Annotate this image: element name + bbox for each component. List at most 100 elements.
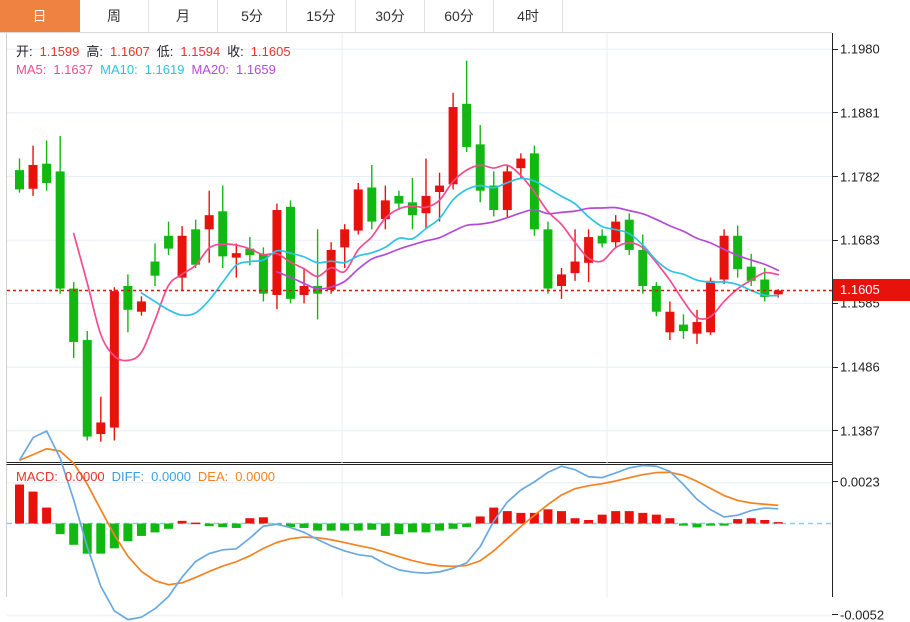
macd-histogram-bar-49 — [678, 523, 688, 526]
candle-47[interactable] — [651, 282, 661, 317]
macd-histogram-bar-40 — [557, 511, 566, 524]
macd-histogram-bar-21 — [299, 523, 309, 528]
candle-body-45 — [624, 219, 634, 250]
candle-body-4 — [69, 288, 79, 342]
candle-24[interactable] — [340, 224, 350, 268]
candle-8[interactable] — [123, 274, 133, 333]
candle-52[interactable] — [719, 229, 729, 285]
candle-21[interactable] — [299, 267, 309, 304]
candle-51[interactable] — [706, 277, 716, 335]
price-tick-6: 1.1387 — [832, 423, 880, 438]
candle-17[interactable] — [245, 237, 255, 266]
macd-tick-1: -0.0052 — [832, 607, 884, 622]
candle-12[interactable] — [177, 226, 187, 292]
timeframe-tab-1[interactable]: 周 — [80, 0, 149, 32]
timeframe-tab-3[interactable]: 5分 — [218, 0, 287, 32]
timeframe-tab-4[interactable]: 15分 — [287, 0, 356, 32]
candle-19[interactable] — [272, 203, 282, 310]
candle-37[interactable] — [516, 153, 526, 178]
timeframe-tab-6[interactable]: 60分 — [425, 0, 494, 32]
candle-40[interactable] — [557, 267, 566, 299]
timeframe-tab-7[interactable]: 4时 — [494, 0, 563, 32]
macd-histogram-bar-33 — [462, 523, 472, 528]
macd-dea-line — [19, 447, 779, 586]
close-value: 1.1605 — [250, 44, 291, 59]
candle-14[interactable] — [204, 190, 214, 263]
macd-histogram-bar-4 — [69, 523, 79, 545]
candle-body-42 — [584, 237, 594, 263]
candle-25[interactable] — [353, 182, 363, 235]
candle-34[interactable] — [475, 125, 485, 203]
timeframe-tab-5[interactable]: 30分 — [356, 0, 425, 32]
candle-body-41 — [570, 261, 580, 274]
price-plot-area[interactable] — [7, 33, 833, 463]
candle-49[interactable] — [678, 314, 688, 339]
candle-body-56 — [773, 290, 783, 295]
candle-42[interactable] — [584, 229, 594, 283]
candle-22[interactable] — [313, 229, 323, 320]
candle-41[interactable] — [570, 229, 580, 281]
candle-11[interactable] — [164, 221, 174, 256]
candle-15[interactable] — [218, 185, 228, 268]
macd-histogram-bar-55 — [760, 519, 770, 524]
macd-histogram-bar-11 — [164, 523, 174, 529]
candle-16[interactable] — [231, 243, 241, 278]
candle-1[interactable] — [28, 145, 38, 196]
candle-10[interactable] — [150, 243, 160, 286]
price-chart-panel[interactable] — [6, 33, 833, 463]
candle-46[interactable] — [638, 234, 648, 294]
macd-histogram-bar-41 — [570, 518, 580, 524]
candle-50[interactable] — [692, 309, 702, 344]
candle-31[interactable] — [435, 172, 445, 222]
ma5-line — [72, 164, 780, 362]
candle-body-7 — [109, 291, 119, 428]
macd-histogram-bar-42 — [584, 519, 594, 524]
candle-body-37 — [516, 158, 526, 169]
candle-3[interactable] — [55, 135, 65, 294]
macd-histogram-bar-12 — [177, 520, 187, 524]
macd-plot-area[interactable] — [7, 430, 833, 621]
candle-body-0 — [15, 170, 24, 190]
macd-histogram-bar-46 — [638, 512, 648, 524]
price-tick-2: 1.1782 — [832, 169, 880, 184]
candle-2[interactable] — [42, 140, 52, 191]
timeframe-tab-2[interactable]: 月 — [149, 0, 218, 32]
candle-0[interactable] — [15, 158, 24, 193]
candle-29[interactable] — [407, 177, 417, 230]
candle-33[interactable] — [462, 60, 472, 153]
candle-48[interactable] — [665, 301, 675, 341]
candle-35[interactable] — [489, 171, 499, 217]
candle-body-43 — [597, 235, 607, 244]
price-tick-label-1: 1.1881 — [840, 105, 880, 121]
candle-body-28 — [394, 195, 404, 204]
candle-36[interactable] — [502, 164, 512, 218]
macd-histogram-bar-34 — [475, 516, 485, 524]
candle-7[interactable] — [109, 287, 119, 441]
candle-5[interactable] — [82, 331, 92, 441]
candle-27[interactable] — [380, 185, 390, 230]
macd-value: 0.0000 — [64, 469, 105, 484]
candle-28[interactable] — [394, 190, 404, 211]
macd-histogram-bar-43 — [597, 514, 607, 524]
candle-53[interactable] — [733, 225, 743, 278]
macd-tick-0: 0.0023 — [832, 474, 880, 489]
macd-histogram-bar-56 — [773, 522, 783, 524]
candle-18[interactable] — [258, 247, 268, 302]
candle-4[interactable] — [69, 282, 79, 359]
candle-body-11 — [164, 235, 174, 249]
candle-43[interactable] — [597, 229, 607, 248]
timeframe-tab-0[interactable]: 日 — [0, 0, 80, 32]
candle-body-26 — [367, 187, 377, 222]
diff-label: DIFF: — [111, 469, 145, 484]
macd-histogram-bar-3 — [55, 523, 65, 535]
candle-9[interactable] — [136, 296, 146, 316]
candle-39[interactable] — [543, 221, 553, 294]
candle-44[interactable] — [611, 215, 621, 248]
candle-body-1 — [28, 164, 38, 189]
candle-30[interactable] — [421, 158, 431, 230]
y-axis-line — [832, 33, 833, 597]
candle-6[interactable] — [96, 396, 106, 442]
candle-26[interactable] — [367, 164, 377, 230]
candle-13[interactable] — [191, 219, 201, 268]
candle-32[interactable] — [448, 92, 458, 190]
